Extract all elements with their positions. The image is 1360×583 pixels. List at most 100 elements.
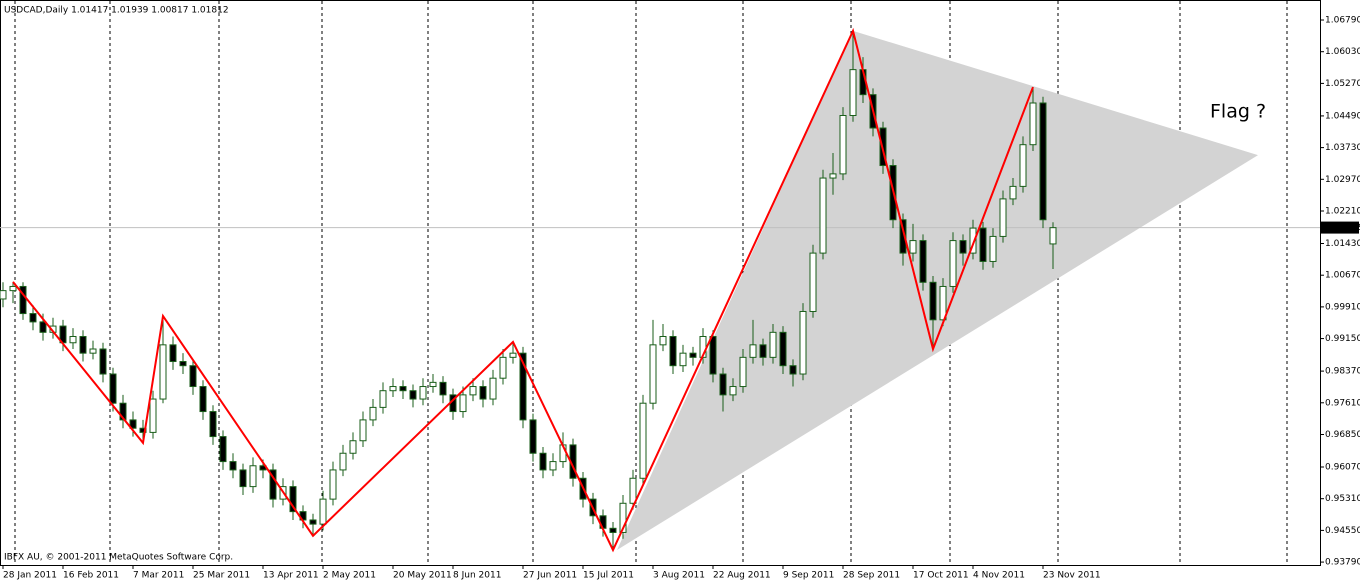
candle-body — [739, 356, 747, 388]
candle-body — [979, 227, 987, 262]
candle-body — [549, 461, 557, 471]
candle-body — [939, 285, 947, 321]
candle-body — [329, 469, 337, 500]
candle-body — [679, 352, 687, 367]
y-tick-label: 0.93790 — [1325, 558, 1360, 568]
candle-body — [799, 310, 807, 375]
x-tick-label: 9 Sep 2011 — [783, 571, 834, 581]
current-price-label: 1.01812 — [1324, 223, 1360, 233]
candle-body — [639, 402, 647, 479]
candle-body — [409, 390, 417, 400]
y-tick-label: 1.04490 — [1325, 111, 1360, 121]
candle-body — [159, 344, 167, 400]
candle-body — [239, 469, 247, 488]
candle-body — [109, 373, 117, 404]
candle-body — [499, 356, 507, 379]
x-tick-label: 2 May 2011 — [323, 571, 376, 581]
candle-body — [969, 227, 977, 254]
candle-body — [989, 235, 997, 262]
chart-title: USDCAD,Daily 1.01417 1.01939 1.00817 1.0… — [4, 6, 229, 16]
candle-body — [439, 381, 447, 396]
zigzag-line — [12, 27, 1034, 553]
candle-body — [99, 348, 107, 375]
candle-body — [909, 240, 917, 254]
candle-body — [819, 177, 827, 254]
candle-body — [1039, 102, 1047, 221]
candle-body — [199, 386, 207, 413]
candle-body — [79, 335, 87, 354]
candle-body — [369, 406, 377, 421]
flag-triangle — [617, 30, 1258, 550]
y-tick-label: 1.02970 — [1325, 175, 1360, 185]
x-tick-label: 20 May 2011 — [393, 571, 452, 581]
candle-body — [779, 331, 787, 367]
drawings — [0, 30, 1320, 550]
y-tick-label: 1.00670 — [1325, 271, 1360, 281]
candle-body — [839, 115, 847, 175]
y-tick-label: 1.02210 — [1325, 206, 1360, 216]
candle-body — [1049, 227, 1057, 245]
x-tick-label: 15 Jul 2011 — [583, 571, 634, 581]
x-tick-label: 13 Apr 2011 — [263, 571, 319, 581]
x-tick-label: 23 Nov 2011 — [1043, 571, 1101, 581]
candle-body — [769, 331, 777, 358]
candle-body — [709, 335, 717, 375]
copyright: IBFX AU, © 2001-2011 MetaQuotes Software… — [4, 553, 233, 563]
candle-body — [719, 373, 727, 396]
candle-body — [539, 452, 547, 471]
candle-body — [189, 365, 197, 388]
candle-body — [619, 502, 627, 533]
candle-body — [1019, 144, 1027, 187]
x-tick-label: 16 Feb 2011 — [63, 571, 119, 581]
x-tick-label: 22 Aug 2011 — [713, 571, 771, 581]
x-tick-label: 25 Mar 2011 — [193, 571, 250, 581]
candle-body — [219, 436, 227, 463]
candle-body — [489, 377, 497, 400]
candle-body — [629, 477, 637, 504]
y-tick-label: 0.96850 — [1325, 430, 1360, 440]
x-tick-label: 7 Mar 2011 — [133, 571, 184, 581]
candle-body — [949, 240, 957, 287]
candle-body — [689, 352, 697, 358]
candle-body — [69, 335, 77, 344]
candle-body — [179, 361, 187, 367]
zigzag-layer — [12, 27, 1034, 553]
candle-body — [389, 386, 397, 392]
candle-body — [1009, 185, 1017, 200]
candle-body — [429, 381, 437, 388]
candle-body — [959, 240, 967, 254]
axes: 1.06790 1.06030 1.05270 1.04490 1.03730 1.029… — [2, 16, 1360, 581]
candle-body — [749, 344, 757, 358]
y-tick-label: 0.98370 — [1325, 367, 1360, 377]
x-tick-label: 17 Oct 2011 — [913, 571, 969, 581]
y-tick-label: 0.95310 — [1325, 494, 1360, 504]
candle-body — [519, 352, 527, 421]
candle-body — [509, 352, 517, 358]
candle-body — [469, 386, 477, 396]
y-tick-label: 1.05270 — [1325, 79, 1360, 89]
candle-body — [319, 498, 327, 525]
candle-body — [209, 411, 217, 438]
candle-body — [609, 527, 617, 533]
candle-body — [419, 386, 427, 400]
candle-body — [229, 461, 237, 471]
x-tick-label: 28 Sep 2011 — [843, 571, 900, 581]
candle-body — [379, 390, 387, 408]
y-tick-label: 0.99910 — [1325, 302, 1360, 312]
candle-body — [289, 486, 297, 513]
candle-body — [759, 344, 767, 358]
candle-body — [29, 313, 37, 323]
candle-body — [139, 427, 147, 433]
y-tick-label: 0.94550 — [1325, 526, 1360, 536]
candle-body — [1029, 102, 1037, 146]
y-tick-label: 0.96070 — [1325, 463, 1360, 473]
candle-body — [339, 452, 347, 471]
current-price-box — [1321, 221, 1359, 234]
candle-body — [649, 344, 657, 404]
candle-body — [809, 252, 817, 312]
candle-body — [529, 419, 537, 454]
candle-body — [129, 419, 137, 429]
candle-body — [359, 419, 367, 442]
y-tick-label: 0.99150 — [1325, 334, 1360, 344]
candle-body — [669, 335, 677, 367]
